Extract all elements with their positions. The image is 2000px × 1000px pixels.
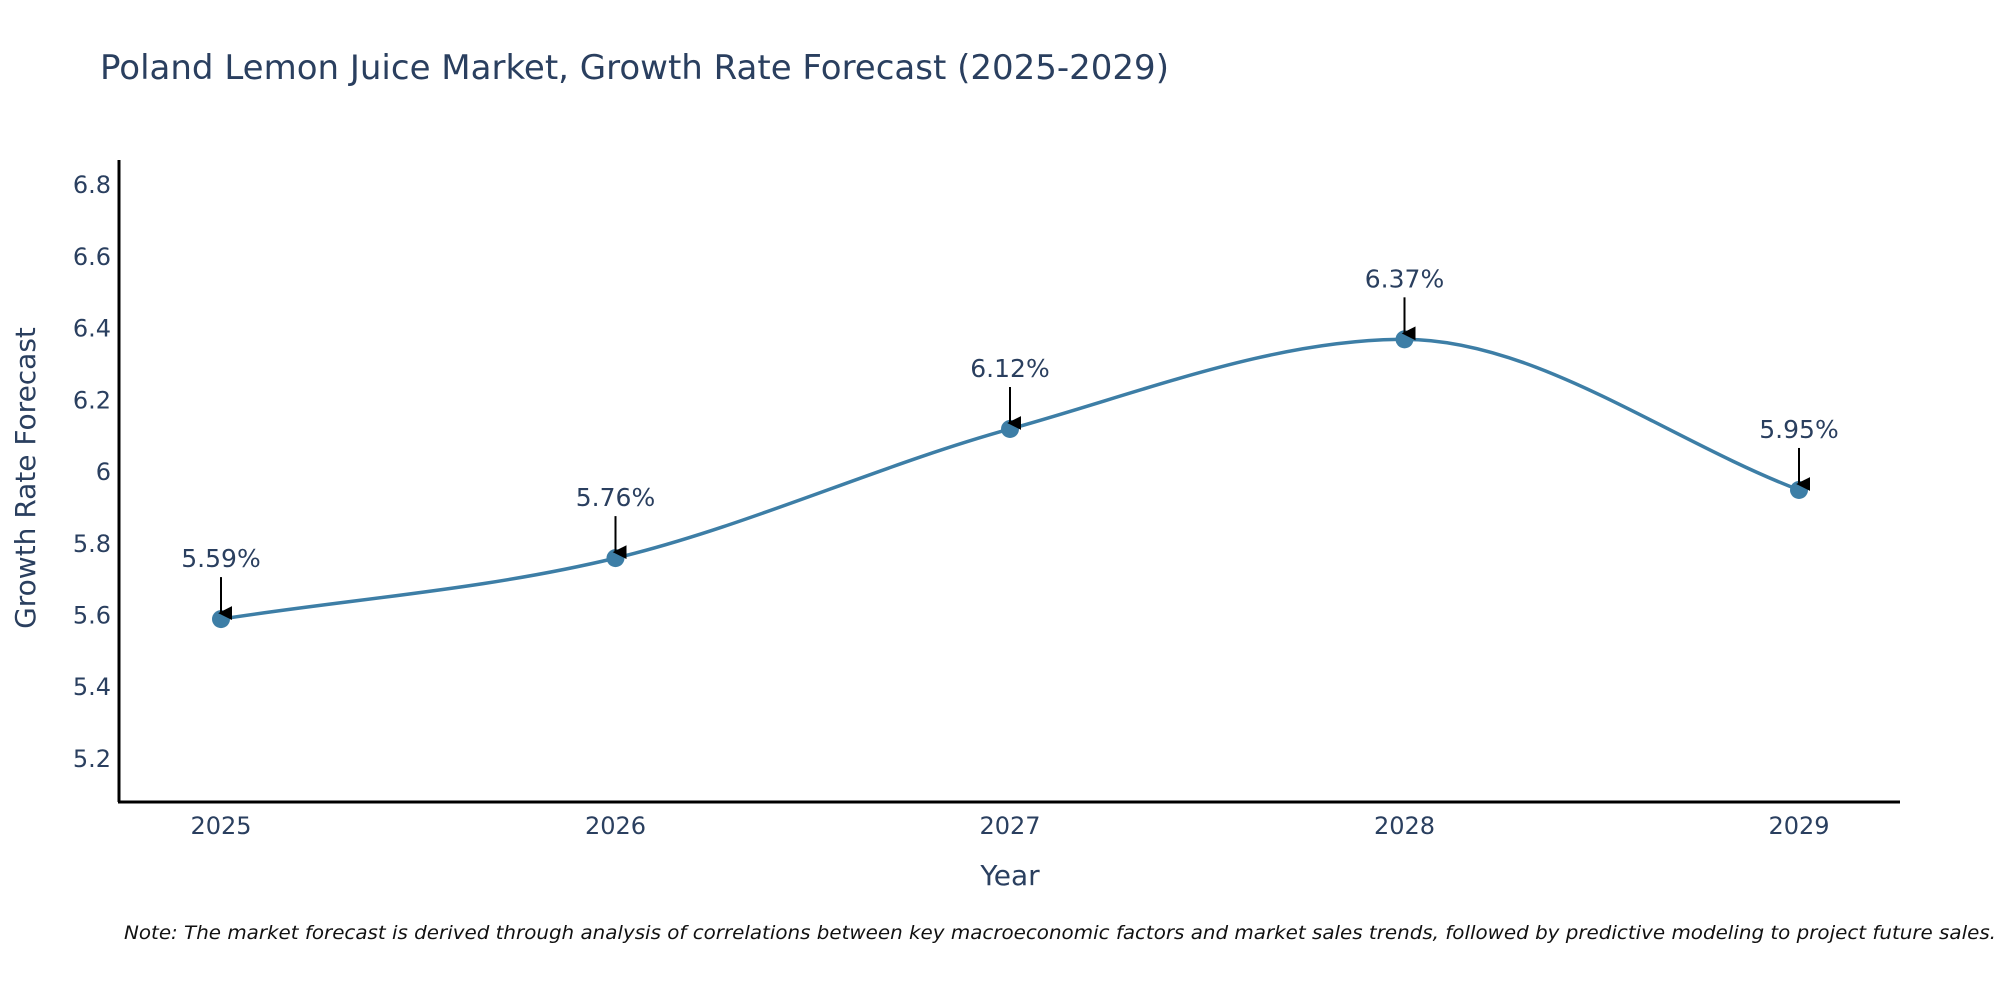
data-label: 5.59% <box>181 544 260 573</box>
x-tick-label: 2025 <box>190 812 251 840</box>
y-tick-label: 6.6 <box>73 243 111 271</box>
x-tick-label: 2027 <box>979 812 1040 840</box>
x-axis-title: Year <box>979 859 1040 892</box>
data-label: 5.95% <box>1759 415 1838 444</box>
y-tick-label: 5.8 <box>73 530 111 558</box>
y-tick-label: 6.4 <box>73 315 111 343</box>
data-label: 6.12% <box>970 354 1049 383</box>
y-tick-label: 5.4 <box>73 673 111 701</box>
x-tick-label: 2026 <box>585 812 646 840</box>
y-tick-label: 6.8 <box>73 171 111 199</box>
x-tick-label: 2028 <box>1374 812 1435 840</box>
y-axis-ticks: 5.2 5.4 5.6 5.8 6 6.2 6.4 6.6 6.8 <box>73 171 111 773</box>
y-tick-label: 5.2 <box>73 745 111 773</box>
y-tick-label: 6.2 <box>73 386 111 414</box>
data-annotations: 5.59% 5.76% 6.12% 6.37% 5.95% <box>181 264 1839 621</box>
x-axis-ticks: 2025 2026 2027 2028 2029 <box>190 812 1829 840</box>
y-axis-title: Growth Rate Forecast <box>9 327 42 629</box>
y-tick-label: 6 <box>96 458 111 486</box>
y-tick-label: 5.6 <box>73 601 111 629</box>
footnote: Note: The market forecast is derived thr… <box>124 922 1996 944</box>
data-label: 6.37% <box>1365 264 1444 293</box>
chart-title: Poland Lemon Juice Market, Growth Rate F… <box>100 48 1169 88</box>
data-label: 5.76% <box>576 483 655 512</box>
x-tick-label: 2029 <box>1768 812 1829 840</box>
